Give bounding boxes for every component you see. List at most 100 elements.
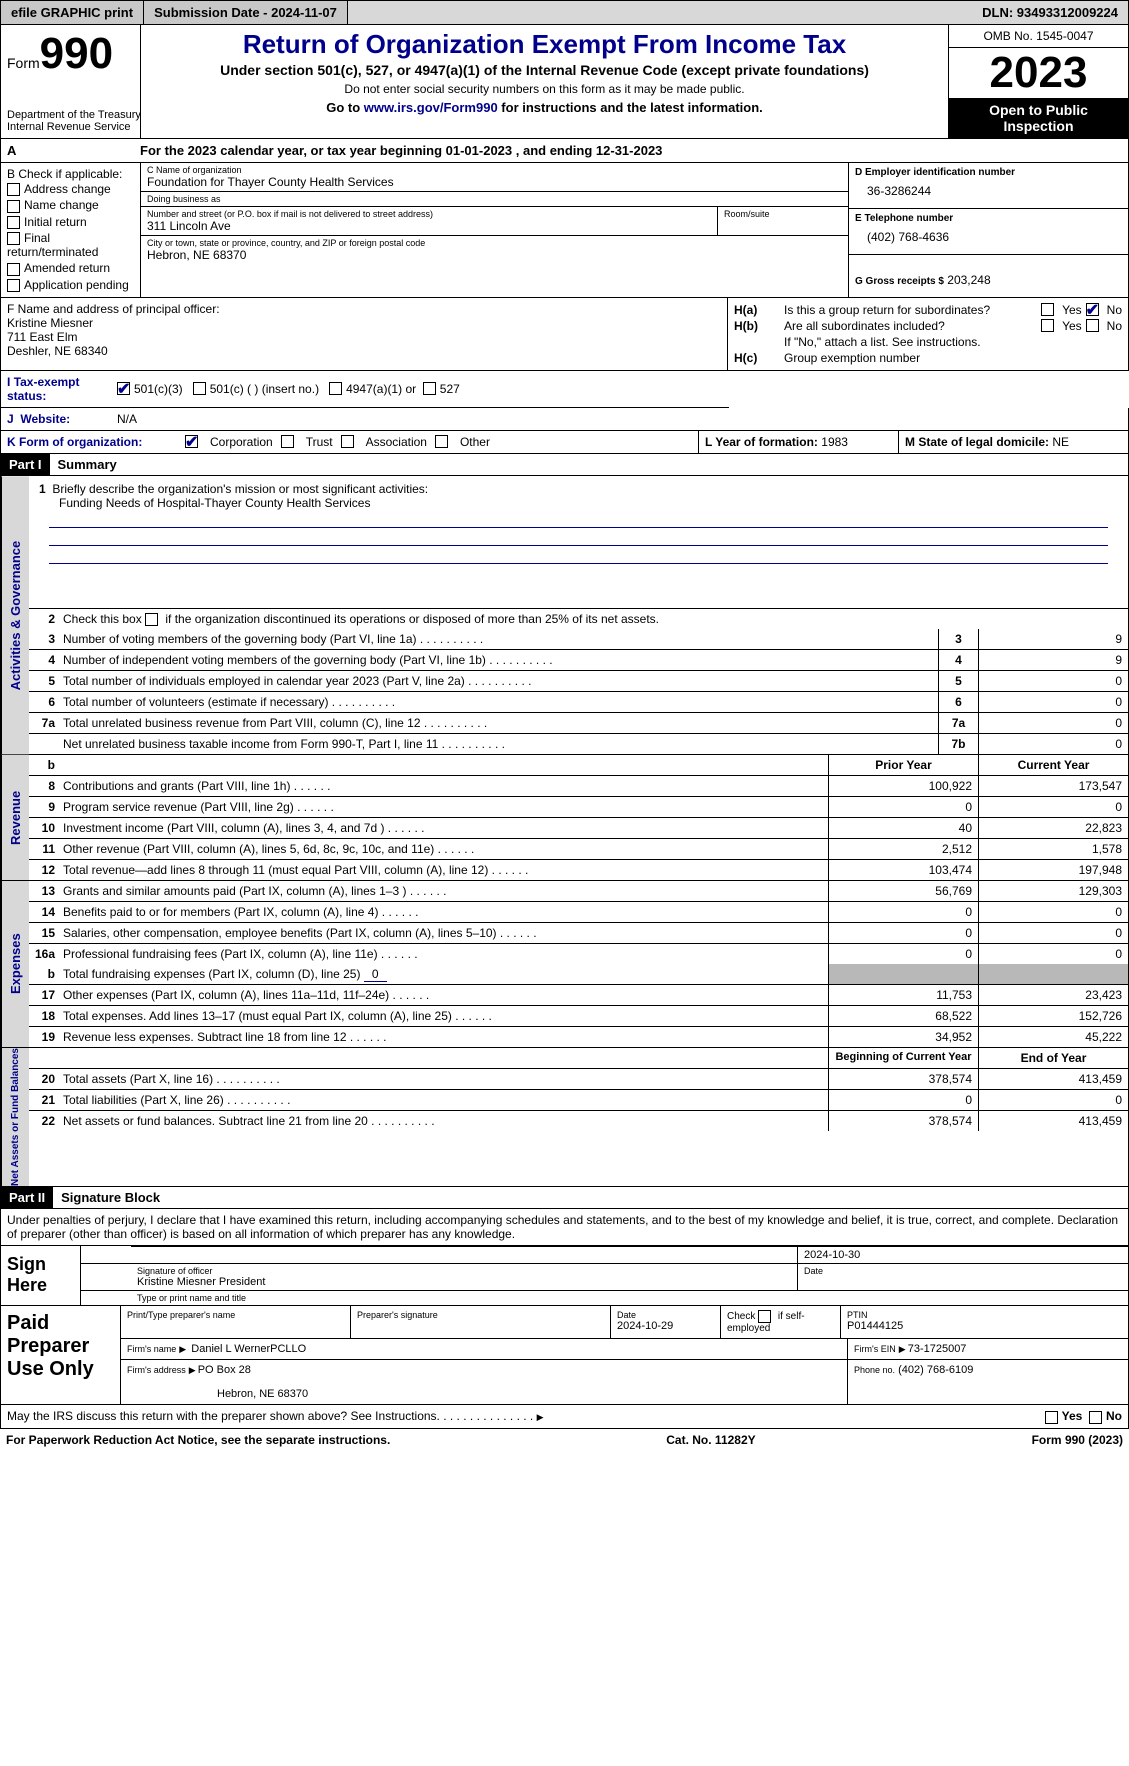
revenue-block: Revenue bPrior YearCurrent Year 8Contrib… [0,755,1129,881]
opt-other: Other [460,435,490,449]
city-label: City or town, state or province, country… [147,238,842,248]
prior-year-hdr: Prior Year [828,755,978,775]
omb-number: OMB No. 1545-0047 [949,25,1128,48]
discuss-yes[interactable] [1045,1411,1058,1424]
type-name-label: Type or print name and title [137,1293,1122,1303]
form-header: Form990 Department of the Treasury Inter… [0,25,1129,139]
column-deg: D Employer identification number36-32862… [848,163,1128,297]
mission-label: Briefly describe the organization's miss… [52,482,428,496]
discuss-yes-text: Yes [1062,1409,1083,1423]
chk-527[interactable] [423,382,436,395]
checkbox-app-pending[interactable] [7,279,20,292]
perjury-declaration: Under penalties of perjury, I declare th… [0,1209,1129,1246]
part2-header: Part II Signature Block [0,1187,1129,1209]
ha-no[interactable] [1086,303,1099,316]
section-fh: F Name and address of principal officer:… [0,298,1129,371]
chk-501c3[interactable] [117,382,130,395]
section-bcdefg: B Check if applicable: Address change Na… [0,163,1129,298]
street-address: 311 Lincoln Ave [147,219,711,233]
ha-yes[interactable] [1041,303,1054,316]
checkbox-amended[interactable] [7,263,20,276]
line-a: A For the 2023 calendar year, or tax yea… [0,139,1129,163]
opt-501c3: 501(c)(3) [134,382,183,396]
chk-trust[interactable] [281,435,294,448]
tax-year: 2023 [949,48,1128,98]
yes-text: Yes [1062,303,1082,317]
k-section: K Form of organization: Corporation Trus… [1,431,698,453]
header-right: OMB No. 1545-0047 2023 Open to Public In… [948,25,1128,138]
paid-preparer-label: Paid Preparer Use Only [1,1306,121,1404]
chk-discontinued[interactable] [145,613,158,626]
hb-yes[interactable] [1041,319,1054,332]
paid-preparer-block: Paid Preparer Use Only Print/Type prepar… [0,1306,1129,1405]
tab-revenue: Revenue [1,755,29,880]
firm-addr: PO Box 28 [198,1364,251,1376]
form-prefix: Form [7,55,40,71]
row-j: J Website: N/A [0,408,1129,431]
hb-no[interactable] [1086,319,1099,332]
netassets-block: Net Assets or Fund Balances Beginning of… [0,1048,1129,1187]
ptin: P01444125 [847,1320,1122,1332]
dba-label: Doing business as [147,194,842,204]
catalog-number: Cat. No. 11282Y [666,1433,755,1447]
yes-text-2: Yes [1062,319,1082,333]
irs-link[interactable]: www.irs.gov/Form990 [364,100,498,115]
f-label: F Name and address of principal officer: [7,302,721,316]
phone-label: E Telephone number [855,213,1122,224]
l16b-val: 0 [364,967,387,982]
goto-line: Go to www.irs.gov/Form990 for instructio… [147,98,942,117]
no-text: No [1107,303,1122,317]
opt-4947: 4947(a)(1) or [346,382,416,396]
efile-button[interactable]: efile GRAPHIC print [1,1,144,24]
opt-527: 527 [440,382,460,396]
no-text-2: No [1107,319,1122,333]
b-opt-1: Name change [24,198,99,212]
line2-text: Check this box if the organization disco… [63,612,659,626]
firm-ein-label: Firm's EIN [854,1344,896,1354]
prep-date-label: Date [617,1310,714,1320]
gross-receipts: 203,248 [947,273,990,287]
chk-501c[interactable] [193,382,206,395]
sig-officer-label: Signature of officer [137,1266,791,1276]
checkbox-name-change[interactable] [7,200,20,213]
row-klm: K Form of organization: Corporation Trus… [0,431,1129,454]
chk-corp[interactable] [185,435,198,448]
discuss-row: May the IRS discuss this return with the… [0,1405,1129,1428]
opt-trust: Trust [306,435,333,449]
city-state-zip: Hebron, NE 68370 [147,248,842,262]
l16b-n: b [29,964,59,984]
opt-assoc: Association [366,435,427,449]
opt-corp: Corporation [210,435,273,449]
chk-other[interactable] [435,435,448,448]
open-to-public: Open to Public Inspection [949,98,1128,138]
ha-label: H(a) [734,303,784,317]
discuss-no[interactable] [1089,1411,1102,1424]
department: Department of the Treasury Internal Reve… [7,109,134,133]
checkbox-address-change[interactable] [7,183,20,196]
org-name: Foundation for Thayer County Health Serv… [147,175,842,189]
c-name-label: C Name of organization [147,165,842,175]
chk-4947[interactable] [329,382,342,395]
chk-self-employed[interactable] [758,1310,771,1323]
column-h: H(a)Is this a group return for subordina… [728,298,1128,370]
b-opt-0: Address change [24,182,111,196]
website: N/A [117,412,137,426]
checkbox-final-return[interactable] [7,232,20,245]
telephone: (402) 768-4636 [855,224,1122,250]
i-label: I Tax-exempt status: [7,375,117,403]
officer-name: Kristine Miesner [7,316,721,330]
top-spacer [348,9,972,17]
hb-label: H(b) [734,319,784,333]
b-opt-2: Initial return [24,215,87,229]
rev-b: b [29,755,59,775]
dln: DLN: 93493312009224 [972,1,1128,24]
hb-text: Are all subordinates included? [784,319,1041,333]
chk-assoc[interactable] [341,435,354,448]
checkbox-initial-return[interactable] [7,216,20,229]
m-section: M State of legal domicile: NE [898,431,1128,453]
b-opt-4: Amended return [24,261,110,275]
hc-label: H(c) [734,351,784,365]
prep-name-label: Print/Type preparer's name [127,1310,344,1320]
part2-badge: Part II [1,1187,53,1208]
header-left: Form990 Department of the Treasury Inter… [1,25,141,138]
